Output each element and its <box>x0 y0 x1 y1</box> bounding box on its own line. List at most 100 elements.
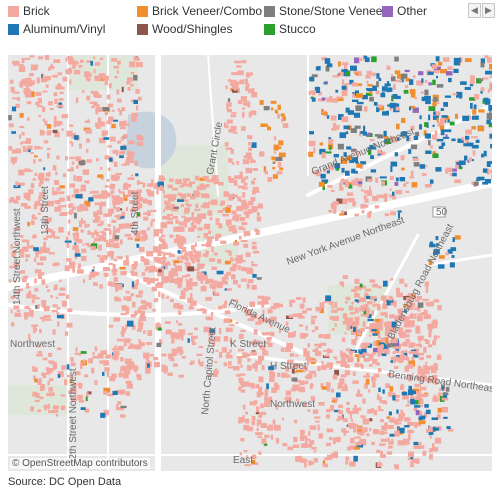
building-footprint <box>236 205 243 212</box>
building-footprint <box>31 324 39 327</box>
building-footprint <box>467 142 474 147</box>
map-attribution[interactable]: © OpenStreetMap contributors <box>10 458 150 469</box>
legend-item-brick[interactable]: Brick <box>8 2 50 20</box>
building-footprint <box>406 135 410 142</box>
building-footprint <box>367 132 371 136</box>
building-footprint <box>272 167 276 170</box>
building-footprint <box>382 135 387 138</box>
building-footprint <box>332 122 337 129</box>
building-footprint <box>18 169 25 176</box>
building-footprint <box>247 88 251 94</box>
map-view[interactable]: 14th Street Northwest 13th Street 4th Stre… <box>8 55 492 471</box>
building-footprint <box>332 75 340 78</box>
building-footprint <box>245 152 252 158</box>
building-footprint <box>126 81 131 85</box>
chevron-right-icon[interactable]: ▶ <box>482 3 495 18</box>
building-footprint <box>333 125 340 130</box>
building-footprint <box>47 147 51 151</box>
building-footprint <box>13 291 20 295</box>
legend-item-stucco[interactable]: Stucco <box>264 20 316 38</box>
building-footprint <box>252 363 258 369</box>
building-footprint <box>366 70 372 75</box>
building-footprint <box>417 315 423 322</box>
building-footprint <box>45 285 49 288</box>
building-footprint <box>411 390 416 395</box>
building-footprint <box>116 89 120 95</box>
building-footprint <box>394 365 399 369</box>
building-footprint <box>28 189 34 194</box>
building-footprint <box>354 404 357 409</box>
building-footprint <box>64 331 69 336</box>
building-footprint <box>145 368 151 374</box>
legend-item-stone[interactable]: Stone/Stone Veneer <box>264 2 386 20</box>
building-footprint <box>69 124 74 127</box>
building-footprint <box>240 373 246 376</box>
building-footprint <box>422 298 429 302</box>
building-footprint <box>111 109 115 112</box>
building-footprint <box>39 192 45 196</box>
building-footprint <box>109 229 112 235</box>
building-footprint <box>55 85 63 90</box>
building-footprint <box>480 87 485 92</box>
legend-label: Stone/Stone Veneer <box>279 4 387 18</box>
building-footprint <box>113 161 118 167</box>
legend-item-other[interactable]: Other <box>382 2 427 20</box>
building-footprint <box>81 255 87 262</box>
building-footprint <box>191 337 195 343</box>
building-footprint <box>137 328 142 332</box>
building-footprint <box>53 59 61 63</box>
building-footprint <box>307 409 311 412</box>
building-footprint <box>192 220 196 224</box>
building-footprint <box>321 97 326 101</box>
building-footprint <box>471 115 479 120</box>
building-footprint <box>183 199 189 202</box>
building-footprint <box>192 224 197 229</box>
building-footprint <box>164 277 168 281</box>
building-footprint <box>218 281 224 284</box>
building-footprint <box>291 377 298 382</box>
building-footprint <box>207 230 211 235</box>
building-footprint <box>258 355 265 361</box>
building-footprint <box>407 363 414 369</box>
building-footprint <box>173 303 180 309</box>
building-footprint <box>255 229 260 235</box>
building-footprint <box>453 68 459 73</box>
building-footprint <box>162 209 165 212</box>
building-footprint <box>416 343 420 347</box>
building-footprint <box>135 279 139 286</box>
building-footprint <box>409 314 415 319</box>
building-footprint <box>154 361 160 368</box>
building-footprint <box>119 155 124 159</box>
building-footprint <box>432 70 440 74</box>
building-footprint <box>327 364 331 368</box>
building-footprint <box>371 328 377 332</box>
building-footprint <box>364 288 372 292</box>
building-footprint <box>396 292 403 298</box>
building-footprint <box>266 296 271 300</box>
building-footprint <box>343 354 350 359</box>
building-footprint <box>245 176 249 180</box>
building-footprint <box>368 353 374 360</box>
building-footprint <box>242 404 246 410</box>
building-footprint <box>341 116 349 122</box>
building-footprint <box>399 355 407 359</box>
building-footprint <box>315 420 320 423</box>
building-footprint <box>134 237 140 242</box>
building-footprint <box>380 344 384 349</box>
building-footprint <box>405 297 413 304</box>
legend-item-aluminum[interactable]: Aluminum/Vinyl <box>8 20 105 38</box>
building-footprint <box>187 332 193 336</box>
legend-item-brick-veneer[interactable]: Brick Veneer/Combo <box>137 2 262 20</box>
building-footprint <box>156 342 162 348</box>
building-footprint <box>226 104 229 110</box>
building-footprint <box>94 62 101 66</box>
legend-item-wood[interactable]: Wood/Shingles <box>137 20 233 38</box>
building-footprint <box>424 404 429 408</box>
building-footprint <box>230 257 234 262</box>
building-footprint <box>344 70 351 76</box>
building-footprint <box>398 414 404 420</box>
building-footprint <box>58 98 64 101</box>
chevron-left-icon[interactable]: ◀ <box>468 3 481 18</box>
building-footprint <box>273 144 279 151</box>
building-footprint <box>13 262 20 268</box>
